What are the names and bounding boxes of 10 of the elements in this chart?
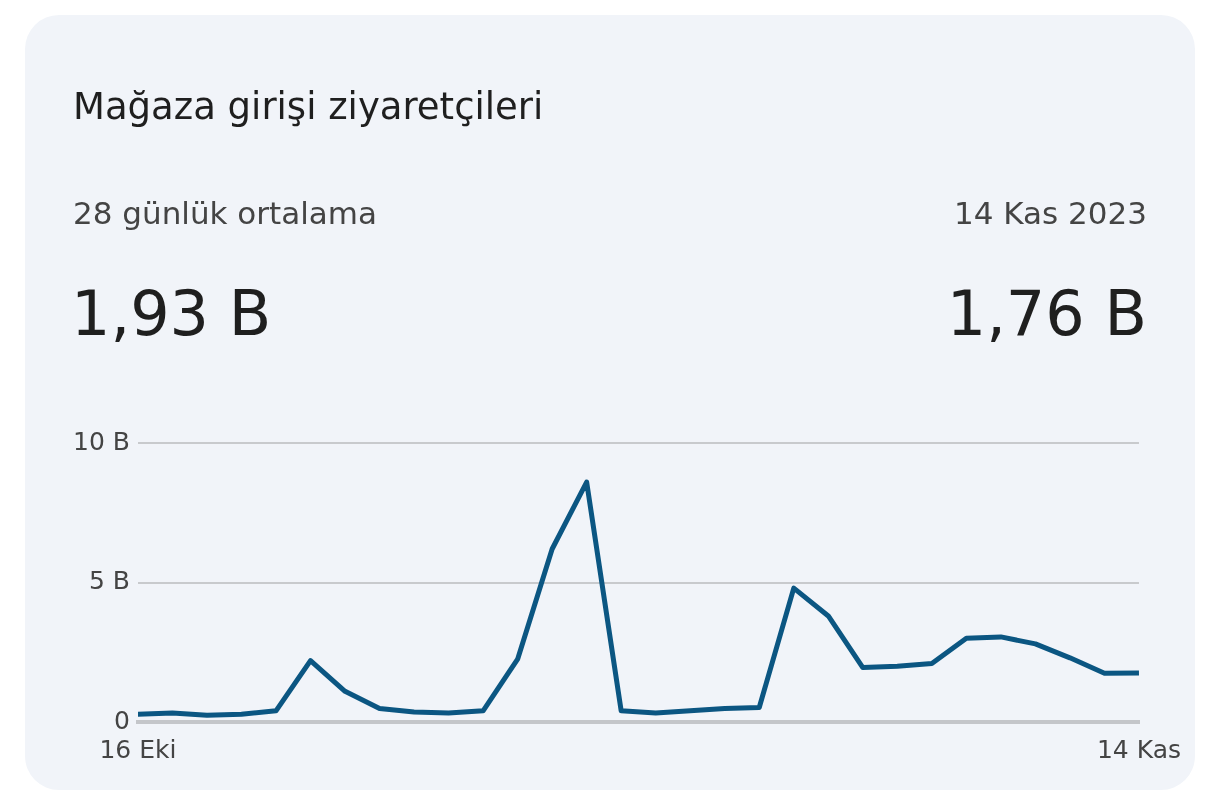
text: 28 günlük ortalama [73, 195, 378, 231]
y-tick-label: 0 [114, 705, 130, 735]
y-tick-label: 10 B [72, 426, 130, 456]
text: 1,93 B [71, 277, 272, 350]
x-tick-label: 14 Kas [1096, 734, 1181, 764]
text: 14 Kas 2023 [954, 195, 1147, 231]
x-tick-label: 16 Eki [99, 734, 177, 764]
y-tick-label: 5 B [88, 566, 130, 595]
chart-title: Mağaza girişi ziyaretçileri [73, 85, 544, 128]
text: 1,76 B [946, 277, 1147, 350]
